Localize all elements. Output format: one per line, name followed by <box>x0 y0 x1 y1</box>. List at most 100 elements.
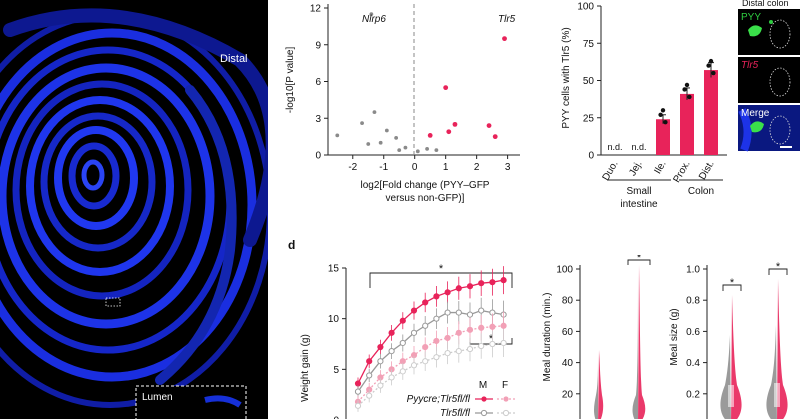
wg-point <box>466 345 474 353</box>
wg-point <box>478 307 485 314</box>
violin-ytick-label: 80 <box>562 296 574 307</box>
wg-point <box>466 283 474 290</box>
legend-row-wt: Tlr5fl/fl <box>440 408 471 419</box>
volcano-xtick-label: -1 <box>379 162 388 173</box>
ms-sig-bracket-1 <box>722 284 742 291</box>
volcano-point-up <box>427 133 433 138</box>
wg-point <box>433 293 440 300</box>
wg-point <box>366 392 373 399</box>
group-small-1: Small <box>626 186 651 197</box>
ms-sig-bracket-2 <box>768 268 788 275</box>
weight-gain-chart: d Weight gain (g) 0 5 10 15 * * M F Pyycre;… <box>280 228 535 419</box>
bar-dist <box>704 70 718 155</box>
wg-point <box>410 307 418 314</box>
wg-point <box>377 358 384 365</box>
volcano-point <box>369 12 374 17</box>
md-violins <box>594 265 646 419</box>
bar-datapoint <box>682 87 687 92</box>
violin-ytick-label: 1.0 <box>686 265 700 276</box>
volcano-point <box>425 146 429 151</box>
ms-sig-star-2: * <box>776 261 781 273</box>
bar-ytick-label: 50 <box>583 76 595 87</box>
volcano-point-up <box>492 134 498 140</box>
bar-ytick-label: 25 <box>583 113 595 124</box>
colon-micrograph: Distal Lumen <box>0 0 268 419</box>
wg-point <box>399 317 406 324</box>
violin-ytick-label: 20 <box>562 389 574 400</box>
wg-y-label: Weight gain (g) <box>300 334 311 402</box>
wg-ytick-label: 0 <box>333 416 339 419</box>
violin-ytick-label: 40 <box>562 358 574 369</box>
wg-ytick-label: 5 <box>333 365 339 376</box>
nd-label-jej: n.d. <box>631 142 646 152</box>
volcano-ytick-label: 3 <box>315 114 321 125</box>
wg-point <box>455 329 462 336</box>
violin-ytick-label: 60 <box>562 327 574 338</box>
insets-header: Distal colon <box>742 0 789 8</box>
md-violin-wt-f <box>632 275 638 419</box>
wg-point <box>422 299 429 306</box>
wg-point <box>500 277 507 284</box>
sig-bracket-male <box>369 272 513 288</box>
wg-point <box>478 280 485 287</box>
bar-datapoint <box>663 120 668 125</box>
volcano-point <box>403 145 408 150</box>
ms-box-f <box>774 383 780 407</box>
volcano-xtick-label: -2 <box>348 162 357 173</box>
wg-point <box>388 329 395 336</box>
bar-ytick-label: 0 <box>588 151 594 162</box>
volcano-x-label-1: log2[Fold change (PYY–GFP <box>361 180 490 191</box>
wg-point <box>444 309 451 316</box>
wg-point <box>433 337 440 345</box>
wg-series-line <box>357 279 504 384</box>
volcano-point-up <box>502 36 507 42</box>
wg-point <box>354 380 362 387</box>
zoom-region-marker <box>105 297 121 307</box>
ms-box-m <box>728 385 734 407</box>
wg-point <box>455 347 462 355</box>
label-lumen: Lumen <box>142 392 173 403</box>
volcano-plot: -log10[P value] 0 3 6 9 12 -2 -1 0 1 2 3 Nlrp6 Tl… <box>280 0 530 220</box>
wg-point <box>489 279 496 286</box>
bar-y-label: PYY cells with Tlr5 (%) <box>561 27 572 128</box>
tissue-rings <box>0 8 268 408</box>
wg-point <box>433 315 440 322</box>
md-violin-ko-m <box>598 350 604 419</box>
bar-datapoint <box>708 58 714 64</box>
wg-point <box>422 358 429 365</box>
wg-point <box>500 322 507 329</box>
group-small-2: intestine <box>620 199 658 210</box>
wg-point <box>366 372 373 379</box>
inset-label-tlr5: Tlr5 <box>741 60 759 71</box>
bar-datapoint <box>660 108 666 113</box>
wg-point <box>410 329 418 336</box>
inset-label-merge: Merge <box>741 108 770 119</box>
volcano-point <box>360 121 364 126</box>
wg-point <box>489 340 496 348</box>
volcano-xtick-label: 3 <box>505 162 511 173</box>
wg-point <box>422 343 429 351</box>
panel-letter-d: d <box>288 238 295 252</box>
wg-point <box>444 334 451 342</box>
volcano-point <box>366 142 371 146</box>
bar-ytick-label: 100 <box>577 2 594 13</box>
volcano-ytick-label: 6 <box>315 77 321 88</box>
label-distal: Distal <box>220 53 248 65</box>
wg-ytick-label: 15 <box>328 264 340 275</box>
volcano-xtick-label: 1 <box>443 162 449 173</box>
volcano-point-up <box>443 85 449 91</box>
bar-ile <box>656 119 670 155</box>
md-sig-star: * <box>637 255 642 264</box>
volcano-ytick-label: 0 <box>315 151 321 162</box>
meal-duration-chart: Meal duration (min.) 020406080100 * <box>538 255 663 419</box>
annotation-nlrp6: Nlrp6 <box>362 14 386 25</box>
legend-header-m: M <box>479 380 487 391</box>
legend-marker-ko-f <box>503 396 509 402</box>
legend-row-ko: Pyycre;Tlr5fl/fl <box>407 394 471 405</box>
volcano-ytick-label: 12 <box>310 4 322 15</box>
ms-y-label: Meal size (g) <box>669 308 680 365</box>
volcano-point <box>415 149 420 154</box>
wg-point <box>422 322 429 329</box>
wg-point <box>388 374 395 381</box>
volcano-point <box>335 133 340 138</box>
